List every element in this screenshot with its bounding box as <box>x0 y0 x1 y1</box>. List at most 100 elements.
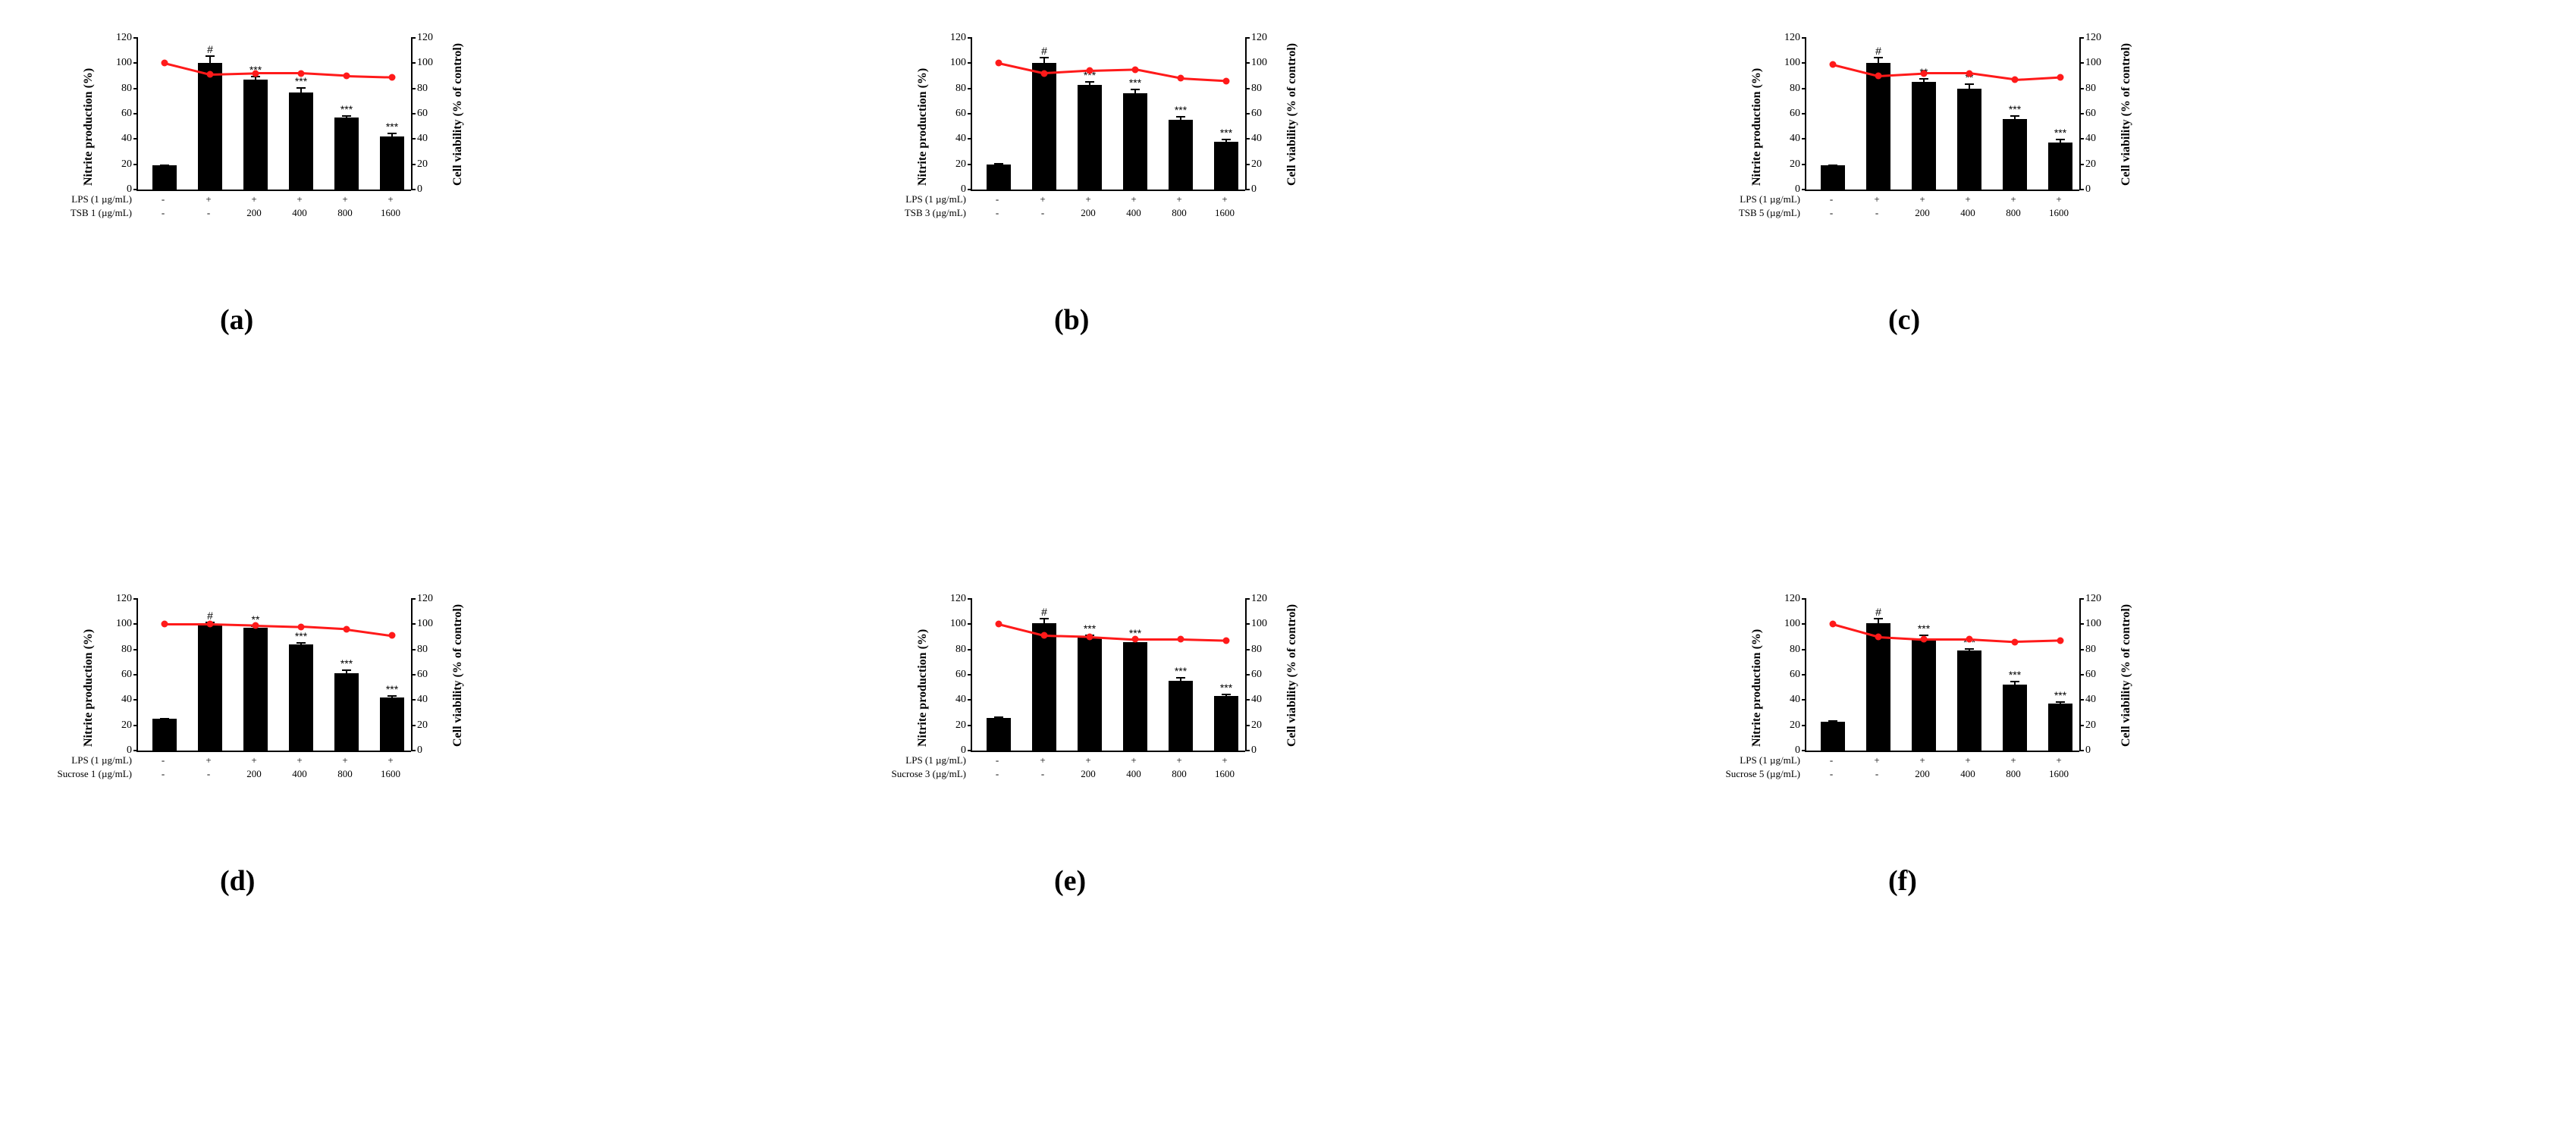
error-cap <box>206 55 215 57</box>
xcell: + <box>1115 754 1153 766</box>
xcell: - <box>978 193 1016 205</box>
ytick-label: 0 <box>2079 183 2116 196</box>
lps-row: LPS (1 µg/mL)-+++++ <box>136 193 409 207</box>
bar <box>1821 722 1845 751</box>
viability-line <box>347 75 392 79</box>
error-cap <box>297 87 306 89</box>
xcell: - <box>144 193 182 205</box>
ylabel-left: Nitrite production (%) <box>82 629 96 747</box>
significance-marker: *** <box>1207 682 1245 694</box>
plot-area: 002020404060608080100100120120#*********… <box>136 599 411 752</box>
lps-row: LPS (1 µg/mL)-+++++ <box>1805 193 2078 207</box>
ytick-label: 0 <box>1245 183 1282 196</box>
significance-marker: *** <box>1905 622 1943 635</box>
ytick-label: 100 <box>2079 57 2116 69</box>
ytick-label: 0 <box>2079 744 2116 757</box>
xcell: 200 <box>1903 768 1941 780</box>
xcell: 200 <box>235 207 273 219</box>
xcell: - <box>1812 754 1850 766</box>
xcell: 200 <box>1903 207 1941 219</box>
bar <box>380 697 404 751</box>
ytick-label: 120 <box>1245 32 1282 44</box>
treatment-row: Sucrose 5 (µg/mL)--2004008001600 <box>1805 768 2078 782</box>
ytick-label: 20 <box>2079 158 2116 171</box>
xcell: + <box>235 193 273 205</box>
ytick-label: 100 <box>411 618 447 630</box>
xcell: + <box>281 193 318 205</box>
ylabel-right: Cell viability (% of control) <box>1285 43 1299 186</box>
significance-marker: *** <box>1071 622 1109 635</box>
error-cap <box>387 133 397 134</box>
xcell: + <box>326 754 364 766</box>
xrow-label: TSB 5 (µg/mL) <box>1739 207 1805 219</box>
viability-line <box>347 628 392 637</box>
viability-line <box>165 623 210 625</box>
ylabel-left: Nitrite production (%) <box>916 68 930 186</box>
error-cap <box>1965 648 1974 650</box>
xcell: 400 <box>1115 768 1153 780</box>
ytick-label: 20 <box>1245 719 1282 732</box>
bar <box>1821 165 1845 190</box>
ytick-label: 20 <box>1245 158 1282 171</box>
xcell: - <box>1024 207 1062 219</box>
bar <box>1169 120 1193 190</box>
ytick-label: 60 <box>936 669 972 681</box>
ytick-label: 40 <box>1770 694 1806 706</box>
error-cap <box>1040 618 1049 619</box>
ytick-label: 60 <box>936 108 972 120</box>
significance-marker: *** <box>282 75 320 87</box>
xrow-label: LPS (1 µg/mL) <box>905 193 971 205</box>
ylabel-right: Cell viability (% of control) <box>1285 604 1299 747</box>
error-cap <box>1131 89 1140 90</box>
x-axis-labels: LPS (1 µg/mL)-+++++Sucrose 3 (µg/mL)--20… <box>971 754 1244 782</box>
ytick-label: 120 <box>411 593 447 605</box>
xcell: - <box>978 754 1016 766</box>
ytick-label: 40 <box>411 694 447 706</box>
bar <box>1957 89 1981 190</box>
x-axis-labels: LPS (1 µg/mL)-+++++TSB 1 (µg/mL)--200400… <box>136 193 409 221</box>
ytick-label: 100 <box>1245 57 1282 69</box>
xcell: - <box>1812 768 1850 780</box>
ytick-label: 80 <box>1245 83 1282 95</box>
bar <box>2048 143 2072 190</box>
bar <box>987 718 1011 751</box>
bar <box>1032 623 1056 751</box>
xcell: + <box>1160 193 1198 205</box>
xcell: + <box>2040 193 2078 205</box>
xcell: - <box>144 768 182 780</box>
panel-letter: (f) <box>1888 864 1917 898</box>
xcell: 800 <box>1160 207 1198 219</box>
ytick-label: 40 <box>1245 694 1282 706</box>
panel-b: 002020404060608080100100120120#*********… <box>910 23 1304 235</box>
error-cap <box>342 115 351 117</box>
xcell: - <box>144 207 182 219</box>
ytick-label: 40 <box>936 133 972 145</box>
ytick-label: 20 <box>102 158 138 171</box>
bar <box>152 165 177 190</box>
lps-row: LPS (1 µg/mL)-+++++ <box>971 754 1244 768</box>
ylabel-right: Cell viability (% of control) <box>451 43 465 186</box>
xrow-label: TSB 3 (µg/mL) <box>905 207 971 219</box>
ytick-label: 80 <box>936 644 972 656</box>
error-cap <box>160 165 169 166</box>
xcell: 1600 <box>2040 207 2078 219</box>
panel-letter: (c) <box>1888 303 1920 337</box>
ylabel-left: Nitrite production (%) <box>1750 68 1764 186</box>
xcell: + <box>190 754 227 766</box>
bar <box>1078 85 1102 190</box>
xcell: + <box>1069 193 1107 205</box>
error-cap <box>1176 677 1185 679</box>
xcell: 1600 <box>372 768 409 780</box>
ytick-label: 40 <box>2079 133 2116 145</box>
xcell: + <box>235 754 273 766</box>
ytick-label: 120 <box>2079 593 2116 605</box>
xcell: 800 <box>1994 207 2032 219</box>
xcell: + <box>1024 754 1062 766</box>
xcell: 200 <box>235 768 273 780</box>
significance-marker: *** <box>1162 665 1200 677</box>
xcell: - <box>978 768 1016 780</box>
viability-line <box>1924 638 1969 641</box>
xcell: 200 <box>1069 207 1107 219</box>
xcell: 1600 <box>372 207 409 219</box>
significance-marker: *** <box>328 103 366 115</box>
